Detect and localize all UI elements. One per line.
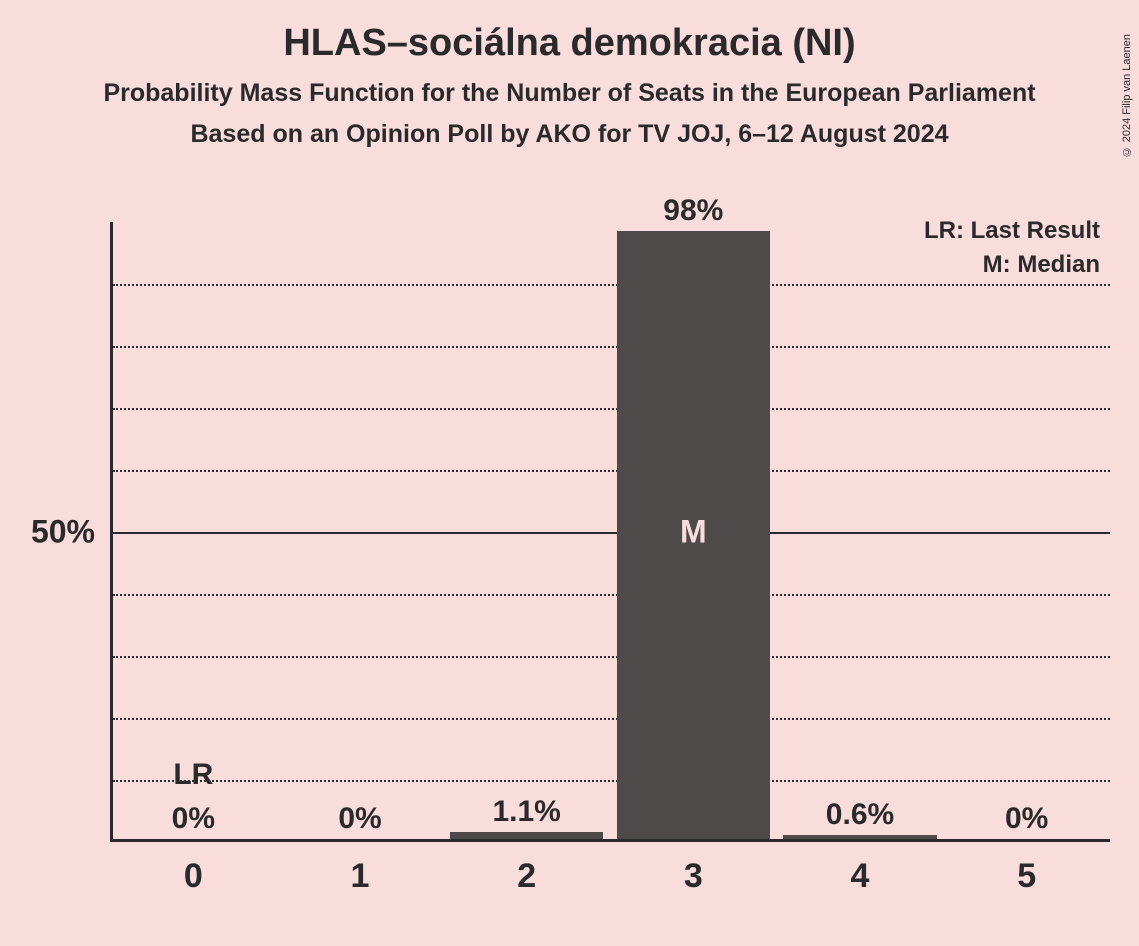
gridline-90	[113, 284, 1110, 286]
bar-value-label-0: 0%	[172, 802, 215, 836]
x-tick-0: 0	[184, 857, 203, 896]
bar-2	[450, 832, 603, 839]
gridline-20	[113, 718, 1110, 720]
gridline-40	[113, 594, 1110, 596]
median-marker: M	[680, 514, 707, 551]
bar-value-label-1: 0%	[338, 802, 381, 836]
legend-lr: LR: Last Result	[924, 217, 1100, 245]
bar-value-label-3: 98%	[663, 194, 723, 228]
gridline-60	[113, 470, 1110, 472]
legend-m: M: Median	[924, 251, 1100, 279]
x-axis	[110, 839, 1110, 842]
chart-legend: LR: Last Result M: Median	[924, 217, 1100, 285]
bar-value-label-4: 0.6%	[826, 798, 894, 832]
x-tick-5: 5	[1017, 857, 1036, 896]
chart-subtitle-1: Probability Mass Function for the Number…	[0, 79, 1139, 108]
x-tick-2: 2	[517, 857, 536, 896]
gridline-80	[113, 346, 1110, 348]
bar-4	[783, 835, 936, 839]
copyright-text: © 2024 Filip van Laenen	[1121, 34, 1133, 157]
x-tick-1: 1	[351, 857, 370, 896]
x-tick-4: 4	[851, 857, 870, 896]
lr-marker: LR	[173, 758, 213, 792]
gridline-10	[113, 780, 1110, 782]
gridline-70	[113, 408, 1110, 410]
bar-value-label-2: 1.1%	[492, 795, 560, 829]
chart-plot-area: LR: Last Result M: Median 50% 0%LR0%1.1%…	[110, 222, 1110, 842]
chart-subtitle-2: Based on an Opinion Poll by AKO for TV J…	[0, 120, 1139, 149]
bar-value-label-5: 0%	[1005, 802, 1048, 836]
y-axis-label-50: 50%	[31, 514, 95, 551]
x-tick-3: 3	[684, 857, 703, 896]
gridline-50	[113, 532, 1110, 534]
chart-title: HLAS–sociálna demokracia (NI)	[0, 22, 1139, 65]
gridline-30	[113, 656, 1110, 658]
